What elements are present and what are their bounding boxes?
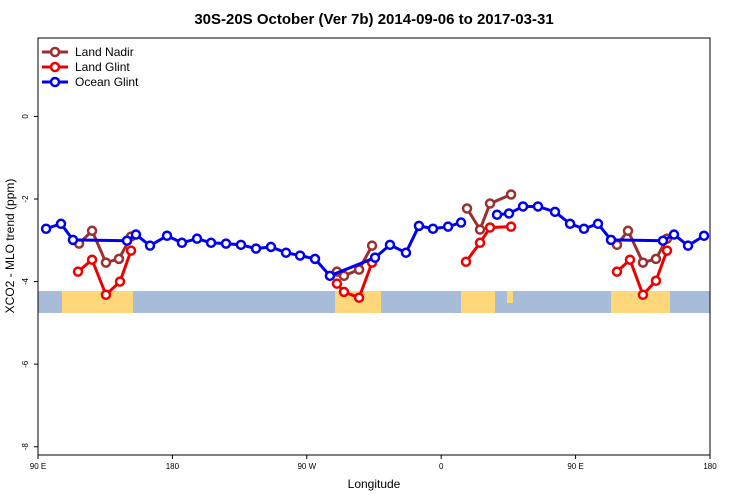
point [503,208,515,219]
legend-marker [49,61,61,73]
point [369,252,381,263]
point [427,223,439,234]
point [491,209,503,220]
point [40,223,52,234]
point [294,250,306,261]
point [86,254,98,265]
point [668,229,680,240]
point [698,230,710,242]
legend-label: Ocean Glint [75,75,139,89]
point [564,218,576,230]
land-patch [507,291,513,303]
point [661,245,673,256]
point [125,245,137,256]
x-tick-label: 180 [166,462,180,471]
point [100,289,112,301]
point [161,230,173,242]
point [235,239,247,251]
point [113,253,125,265]
point [484,222,496,233]
legend-label: Land Nadir [75,45,134,59]
legend-marker [49,76,61,88]
y-tick-label: -2 [21,195,30,203]
point [338,270,350,282]
point [517,201,529,212]
x-tick-label: 90 W [297,462,316,471]
map-strip [38,291,710,313]
y-tick-label: 0 [21,114,30,119]
point [265,241,277,253]
point [366,240,378,251]
point [130,229,142,240]
point [484,198,496,209]
point [338,286,350,298]
point [549,206,561,218]
point [460,256,472,268]
y-tick-label: -8 [21,443,30,451]
point [578,223,590,234]
point [532,201,544,212]
land-patch [461,291,495,313]
point [67,234,79,246]
point [474,224,486,235]
point [505,221,517,232]
point [121,235,133,246]
point [309,253,321,265]
point [657,235,669,246]
point [100,257,112,268]
legend-label: Land Glint [75,60,130,74]
point [55,218,67,230]
land-patch [611,291,670,313]
y-tick-label: -4 [21,277,30,285]
land-patch [62,291,133,313]
x-axis-label: Longitude [348,477,401,491]
point [637,257,649,268]
point [220,238,232,249]
point [682,240,694,251]
legend-marker [49,46,61,58]
plot-frame [37,37,711,456]
point [461,203,473,214]
point [191,233,203,244]
x-tick-label: 90 E [30,462,46,471]
point [72,266,84,277]
y-tick-label: -6 [21,360,30,368]
point [400,247,412,258]
point [384,239,396,251]
point [650,275,662,287]
point [442,221,454,232]
point [505,189,517,200]
point [353,292,365,303]
point [637,289,649,301]
point [605,234,617,246]
point [331,278,343,289]
y-axis-label: XCO2 - MLO trend (ppm) [3,179,17,314]
point [611,266,623,277]
point [205,237,217,249]
x-tick-label: 0 [439,462,444,471]
point [86,225,98,237]
point [624,254,636,265]
point [280,247,292,258]
x-tick-label: 90 E [567,462,583,471]
point [650,253,662,265]
point [324,270,336,282]
point [455,217,467,228]
point [176,237,188,249]
point [144,240,156,251]
x-tick-label: 180 [703,462,717,471]
point [250,243,262,254]
point [114,276,126,287]
chart-title: 30S-20S October (Ver 7b) 2014-09-06 to 2… [194,11,553,28]
point [592,218,604,230]
point [413,220,425,232]
point [622,225,634,237]
point [474,237,486,249]
